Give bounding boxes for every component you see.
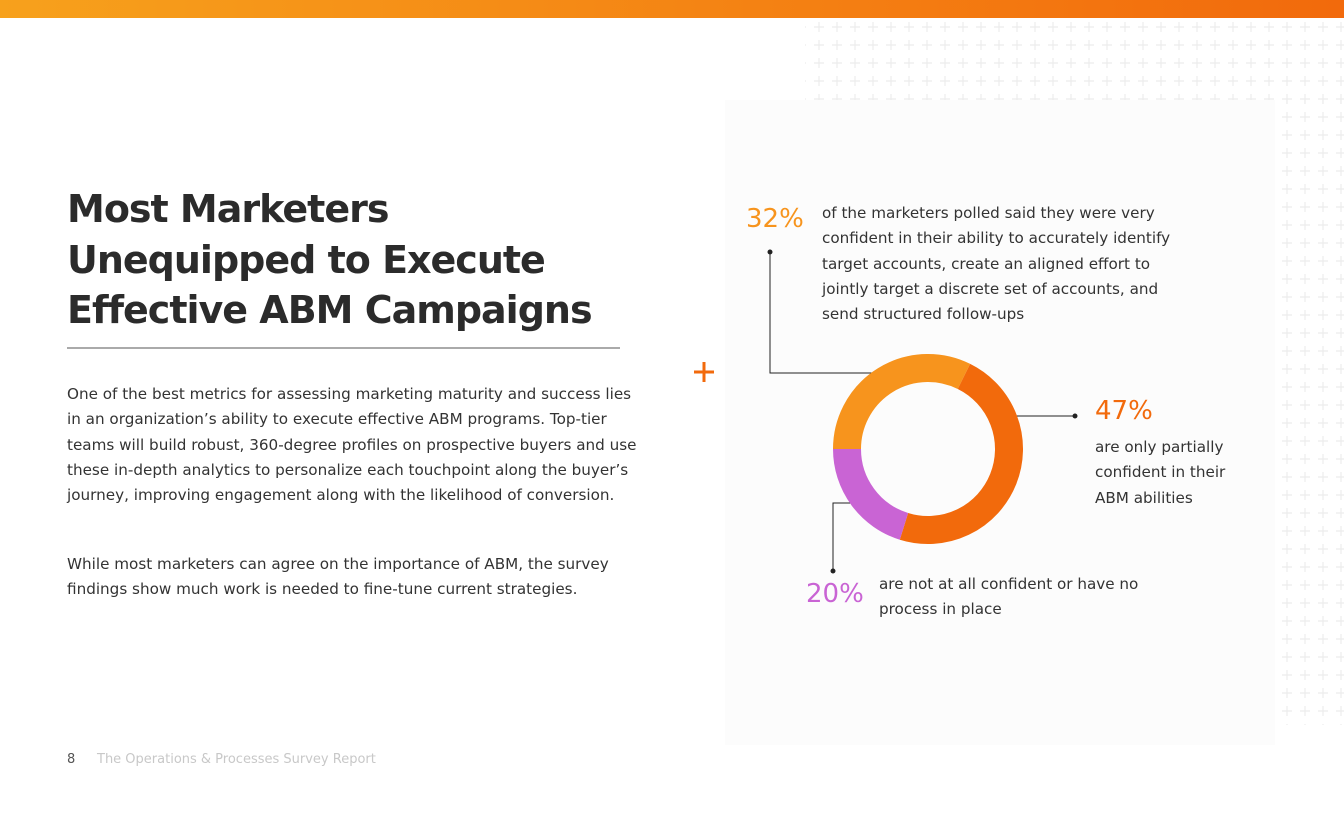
page-number: 8 [67, 752, 76, 767]
annotation: are only partially confident in their AB… [1095, 438, 1226, 507]
value-label: 47% [1095, 396, 1153, 426]
donut-segment [899, 363, 1023, 544]
annotation: of the marketers polled said they were v… [822, 204, 1171, 324]
donut [833, 354, 1023, 544]
donut-segment [833, 448, 909, 540]
value-label: 20% [806, 579, 864, 609]
paragraph: One of the best metrics for assessing ma… [67, 385, 637, 505]
value-label: 32% [746, 204, 804, 234]
title: Most Marketers Unequipped to Execute Eff… [67, 187, 593, 332]
donut-segment [833, 354, 971, 450]
report-name: The Operations & Processes Survey Report [97, 752, 376, 767]
paragraph: While most marketers can agree on the im… [67, 555, 609, 599]
top-bar [0, 0, 1344, 18]
annotation: are not at all confident or have no proc… [879, 575, 1139, 619]
